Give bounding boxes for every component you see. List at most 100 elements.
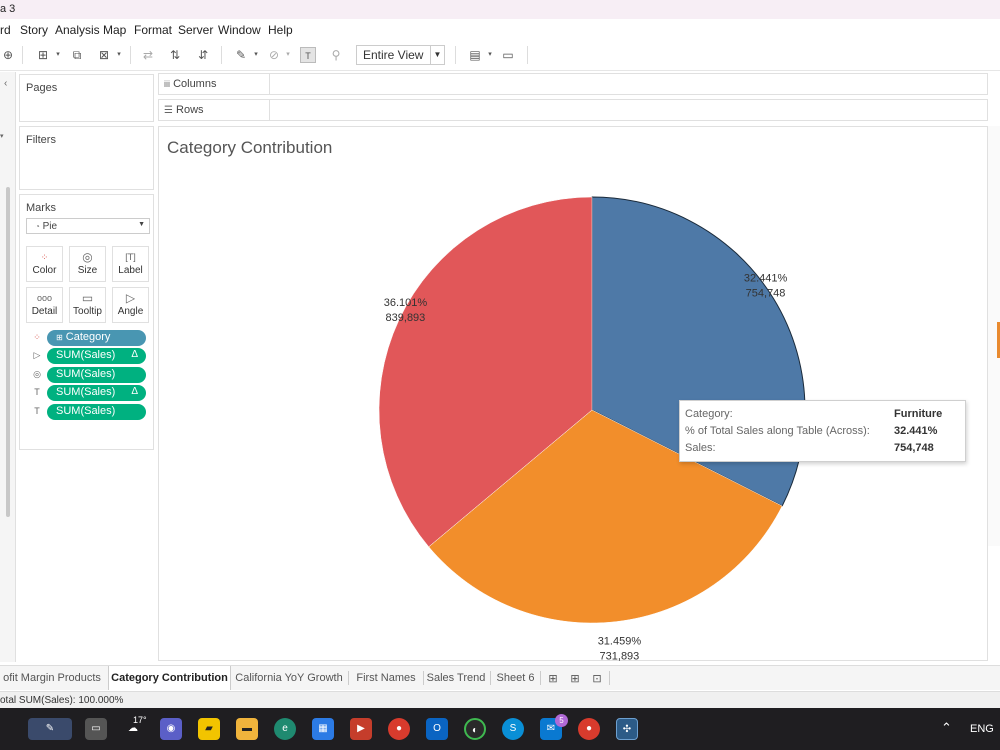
rows-shelf[interactable]: ☰ Rows (158, 99, 988, 121)
tooltip-key: % of Total Sales along Table (Across): (685, 425, 870, 437)
tooltip-value: Furniture (894, 408, 943, 420)
pages-card[interactable]: Pages (19, 74, 154, 122)
edge-browser-icon[interactable]: e (274, 718, 296, 740)
language-indicator[interactable]: ENG (970, 723, 994, 735)
tooltip-key: Sales: (685, 442, 716, 454)
show-cards-icon[interactable]: ▤ (469, 48, 481, 62)
menu-dashboard[interactable]: rd (0, 23, 11, 37)
sticky-notes-icon[interactable]: ▰ (198, 718, 220, 740)
window-title: a 3 (0, 3, 16, 15)
show-mark-labels-icon[interactable]: T (300, 47, 316, 63)
new-story-icon[interactable]: ⊡ (592, 673, 602, 685)
store-icon[interactable]: ▦ (312, 718, 334, 740)
windows-taskbar: ✎ ▭ ☁ 17° ◉ ▰ ▬ e ▦ ▶ ● O ◐ S ✉ ● ✣ ⌃ EN… (0, 708, 1000, 750)
tab-divider (540, 671, 541, 685)
menu-map[interactable]: Map (103, 23, 127, 37)
chevron-down-icon[interactable]: ▾ (56, 51, 60, 58)
columns-label: Columns (173, 78, 217, 90)
chevron-down-icon[interactable]: ▾ (0, 133, 4, 140)
skype-icon[interactable]: S (502, 718, 524, 740)
toolbar: ⊕ ⊞ ▾ ⧉ ⊠ ▾ ⇄ ⇅ ⇵ ✎ ▾ ⊘ ▾ T ⚲ Entire Vie… (0, 39, 1000, 71)
menu-analysis[interactable]: Analysis (55, 23, 100, 37)
attachment-icon[interactable]: ⊘ (268, 48, 280, 62)
fix-axes-icon[interactable]: ⚲ (331, 48, 341, 62)
chat-icon[interactable]: ◉ (160, 718, 182, 740)
pie-chart: 32.441% 754,748 31.459% 731,893 36.101% 839,8… (378, 196, 806, 662)
tab-sales-trend[interactable]: Sales Trend (426, 672, 486, 684)
sort-descending-icon[interactable]: ⇵ (197, 48, 209, 62)
menu-story[interactable]: Story (20, 23, 49, 37)
media-app-icon[interactable]: ▶ (350, 718, 372, 740)
chevron-down-icon[interactable]: ▾ (117, 51, 121, 58)
columns-shelf-label: iii Columns (159, 74, 270, 94)
menu-bar: rd Story Analysis Map Format Server Wind… (0, 19, 1000, 39)
sum-sales-pill[interactable]: SUM(Sales) (47, 367, 146, 383)
file-explorer-icon[interactable]: ▬ (236, 718, 258, 740)
chevron-down-icon[interactable]: ▾ (254, 51, 258, 58)
menu-server[interactable]: Server (178, 23, 214, 37)
tab-sheet-6[interactable]: Sheet 6 (496, 672, 535, 684)
category-pill[interactable]: ⊞ Category (47, 330, 146, 346)
new-worksheet-icon[interactable]: ⊞ (37, 48, 49, 62)
view-canvas[interactable]: Category Contribution 32.441% 754,748 31.4… (158, 126, 988, 662)
chrome-icon[interactable]: ● (578, 718, 600, 740)
new-worksheet-icon[interactable]: ⊞ (548, 673, 558, 685)
clear-sheet-icon[interactable]: ⊠ (98, 48, 110, 62)
toolbar-separator (22, 46, 23, 64)
presentation-mode-icon[interactable]: ▭ (502, 48, 514, 62)
task-view-icon[interactable]: ▭ (85, 718, 107, 740)
tab-divider (490, 671, 491, 685)
tooltip-button[interactable]: ▭ Tooltip (69, 287, 106, 323)
tableau-icon[interactable]: ✣ (616, 718, 638, 740)
columns-shelf[interactable]: iii Columns (158, 73, 988, 95)
left-scrollbar[interactable] (6, 187, 10, 517)
pill-label: SUM(Sales) (56, 405, 116, 417)
marks-pill-row: ◎ SUM(Sales) (26, 367, 152, 384)
weather-icon[interactable]: ☁ (128, 723, 138, 734)
slice-value-label: 839,893 (386, 312, 426, 324)
color-dots-icon: ⁘ (33, 332, 41, 342)
sum-sales-pill[interactable]: SUM(Sales) Δ (47, 385, 146, 401)
chevron-down-icon[interactable]: ▼ (430, 46, 444, 64)
sum-sales-pill[interactable]: SUM(Sales) Δ (47, 348, 146, 364)
marks-pill-row: T SUM(Sales) Δ (26, 385, 152, 402)
filters-card[interactable]: Filters (19, 126, 154, 190)
swap-rows-columns-icon[interactable]: ⇄ (142, 48, 154, 62)
tooltip-icon: ▭ (81, 291, 94, 305)
menu-format[interactable]: Format (134, 23, 173, 37)
label-button[interactable]: [T] Label (112, 246, 149, 282)
chevron-down-icon[interactable]: ▾ (488, 51, 492, 58)
outlook-icon[interactable]: O (426, 718, 448, 740)
tab-california-yoy-growth[interactable]: California YoY Growth (235, 672, 343, 684)
toolbar-separator (527, 46, 528, 64)
new-data-source-icon[interactable]: ⊕ (2, 48, 14, 62)
tooltip-value: 32.441% (894, 425, 938, 437)
search-highlight-icon[interactable]: ✎ (28, 718, 72, 740)
pie-slice[interactable] (428, 409, 783, 624)
new-dashboard-icon[interactable]: ⊞ (570, 673, 580, 685)
chevron-left-icon[interactable]: ‹ (4, 78, 8, 89)
chevron-up-icon[interactable]: ⌃ (941, 720, 952, 735)
tab-category-contribution[interactable]: Category Contribution (108, 666, 231, 690)
menu-window[interactable]: Window (218, 23, 261, 37)
green-app-icon[interactable]: ◐ (464, 718, 486, 740)
detail-button[interactable]: ooo Detail (26, 287, 63, 323)
color-button[interactable]: ⁘ Color (26, 246, 63, 282)
menu-help[interactable]: Help (268, 23, 293, 37)
highlight-icon[interactable]: ✎ (235, 48, 247, 62)
pie-slice[interactable] (378, 196, 593, 548)
fit-view-select[interactable]: Entire View ▼ (356, 45, 445, 65)
toolbar-separator (221, 46, 222, 64)
size-button[interactable]: ◎ Size (69, 246, 106, 282)
angle-button[interactable]: ▷ Angle (112, 287, 149, 323)
duplicate-sheet-icon[interactable]: ⧉ (72, 48, 82, 62)
chevron-down-icon[interactable]: ▾ (286, 51, 290, 58)
mark-type-select[interactable]: ◔ Pie ▼ (26, 218, 150, 234)
tab-first-names[interactable]: First Names (356, 672, 416, 684)
sort-ascending-icon[interactable]: ⇅ (169, 48, 181, 62)
tab-profit-margin-products[interactable]: ofit Margin Products (3, 672, 101, 684)
sum-sales-pill[interactable]: SUM(Sales) (47, 404, 146, 420)
pill-label: Category (65, 331, 111, 343)
chrome-icon[interactable]: ● (388, 718, 410, 740)
mark-type-label: Pie (42, 221, 58, 232)
